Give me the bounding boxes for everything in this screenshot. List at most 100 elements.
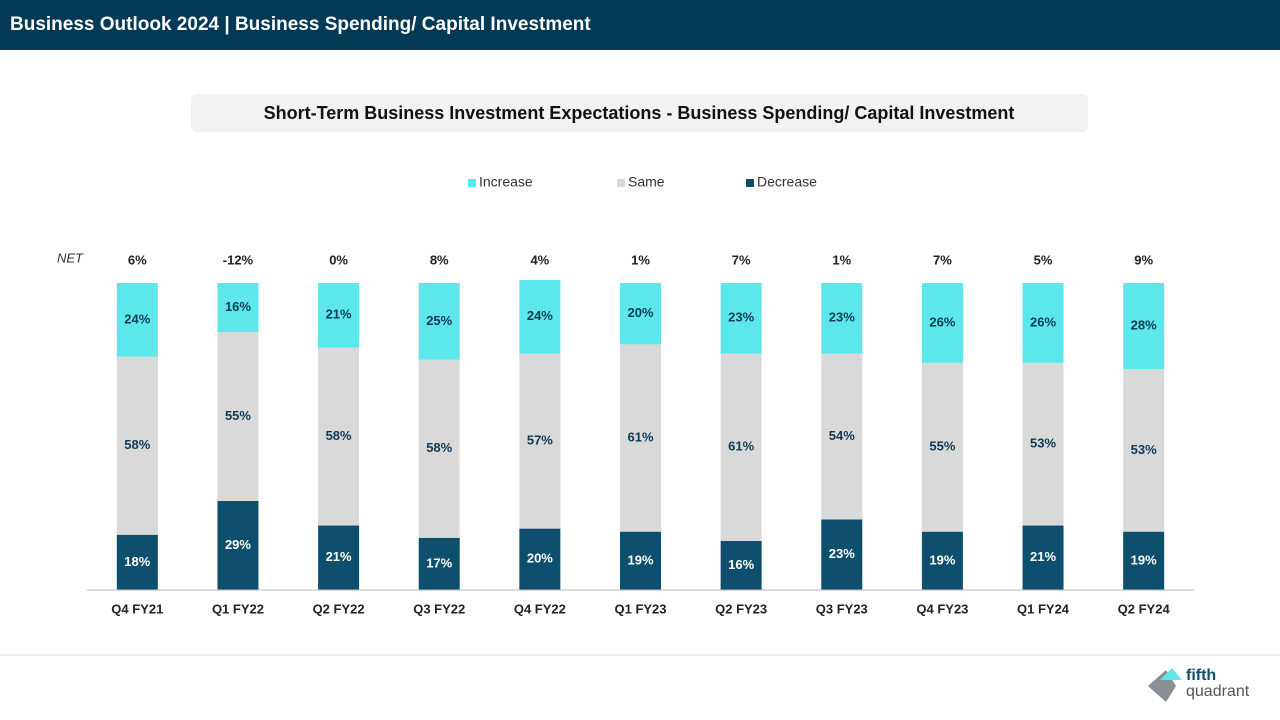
data-label: 17% [426,555,452,570]
data-label: 61% [627,429,653,444]
net-value: 7% [933,252,952,267]
data-label: 19% [1131,552,1157,567]
net-value: 7% [732,252,751,267]
data-label: 26% [1030,314,1056,329]
bar-segment [1123,368,1165,532]
x-tick-label: Q4 FY22 [514,601,566,616]
x-tick-label: Q2 FY22 [313,601,365,616]
data-label: 19% [929,552,955,567]
bar-segment [418,283,460,360]
data-label: 58% [124,437,150,452]
data-label: 53% [1131,442,1157,457]
bar-segment [418,359,460,538]
bar-segment [1123,531,1165,590]
x-tick-label: Q4 FY21 [111,601,163,616]
data-label: 23% [829,546,855,561]
bar-segment [821,519,863,590]
data-label: 21% [326,549,352,564]
data-label: 24% [527,308,553,323]
bar-segment [116,356,158,535]
bar-segment [620,344,661,532]
legend-swatch [617,179,625,187]
bar-segment [821,283,863,354]
bar-segment [921,531,963,590]
bar-segment [519,528,561,590]
x-tick-label: Q2 FY23 [715,601,767,616]
data-label: 29% [225,537,251,552]
bar-segment [519,279,561,354]
data-label: 16% [225,299,251,314]
bar-segment [921,283,963,363]
data-label: 53% [1030,436,1056,451]
bar-segment [519,353,561,529]
data-label: 58% [426,440,452,455]
data-label: 16% [728,557,754,572]
net-value: 4% [530,252,549,267]
net-value: 9% [1134,252,1153,267]
bar-segment [318,525,360,590]
data-label: 20% [527,551,553,566]
chart-title: Short-Term Business Investment Expectati… [264,103,1015,123]
header-title: Business Outlook 2024 | Business Spendin… [10,14,591,35]
x-tick-label: Q3 FY23 [816,601,868,616]
bar-segment [418,537,460,590]
net-value: -12% [223,252,254,267]
data-label: 18% [124,554,150,569]
data-label: 21% [326,307,352,322]
x-tick-label: Q1 FY24 [1017,601,1070,616]
legend-swatch [746,179,754,187]
bar-segment [921,362,963,532]
bar-segment [217,332,259,501]
bar-segment [116,283,158,357]
legend-swatch [468,179,476,187]
data-label: 19% [627,552,653,567]
bar-segment [318,283,360,348]
data-label: 57% [527,433,553,448]
bar-segment [620,283,661,345]
logo-text: fifth [1186,667,1216,684]
net-value: 1% [832,252,851,267]
x-tick-label: Q1 FY23 [614,601,666,616]
bar-segment [720,353,762,541]
legend-label: Same [628,174,665,190]
bar-segment [720,283,762,354]
bar-segment [217,500,259,590]
bar-segment [1022,525,1064,590]
bar-segment [1022,362,1064,526]
net-value: 5% [1034,252,1053,267]
data-label: 20% [627,305,653,320]
bar-segment [318,347,360,526]
data-label: 21% [1030,549,1056,564]
net-label: NET [57,250,84,265]
bar-segment [1123,283,1165,369]
data-label: 26% [929,314,955,329]
x-tick-label: Q4 FY23 [916,601,968,616]
data-label: 58% [326,428,352,443]
data-label: 28% [1131,317,1157,332]
net-value: 1% [631,252,650,267]
bar-segment [1022,283,1064,363]
bar-segment [620,531,661,590]
x-tick-label: Q1 FY22 [212,601,264,616]
data-label: 55% [225,408,251,423]
bar-segment [821,353,863,520]
data-label: 25% [426,313,452,328]
bar-segment [720,540,762,590]
data-label: 24% [124,311,150,326]
header-bar [0,0,1280,50]
net-value: 6% [128,252,147,267]
net-value: 8% [430,252,449,267]
legend-label: Increase [479,174,533,190]
data-label: 61% [728,439,754,454]
chart-title-box [191,94,1088,132]
data-label: 23% [728,310,754,325]
bar-segment [116,534,158,590]
bar-segment [217,283,259,333]
net-value: 0% [329,252,348,267]
data-label: 54% [829,428,855,443]
data-label: 23% [829,310,855,325]
data-label: 55% [929,439,955,454]
legend-label: Decrease [757,174,817,190]
